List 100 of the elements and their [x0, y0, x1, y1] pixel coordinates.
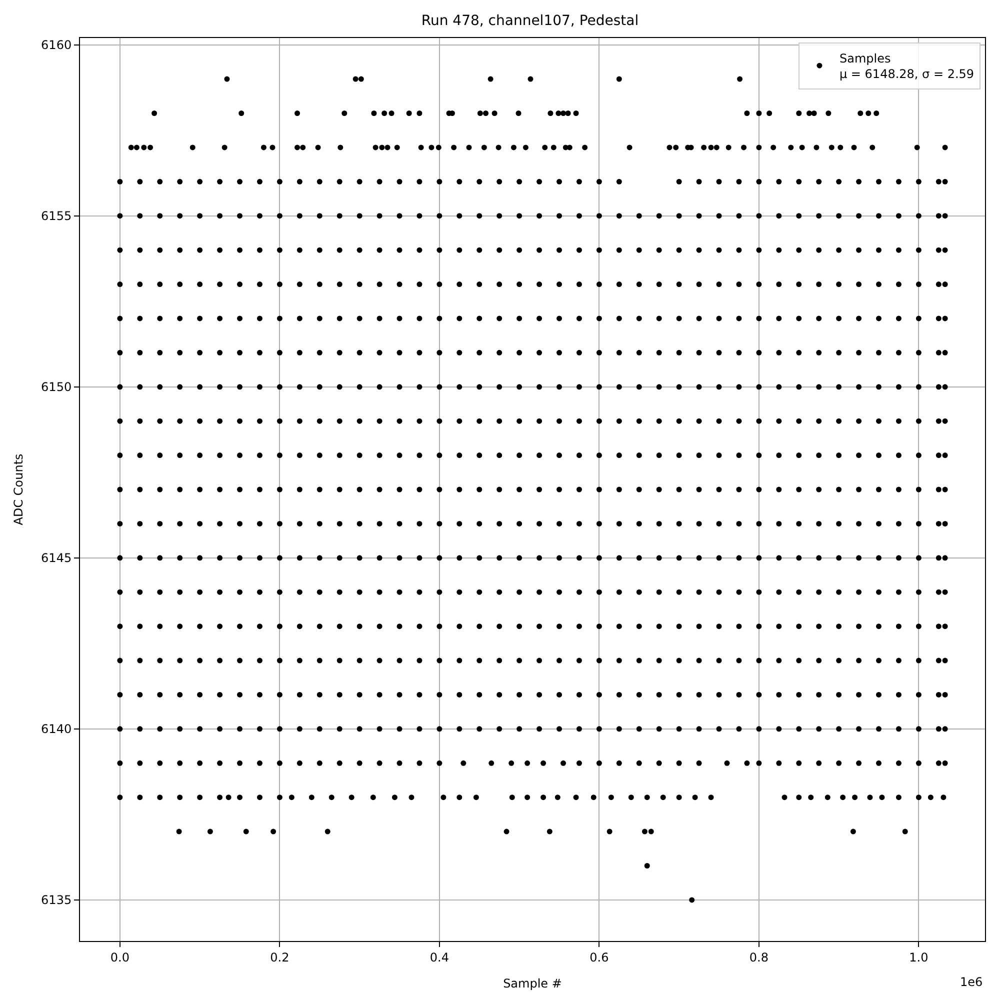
point: [137, 624, 143, 630]
point: [177, 760, 183, 766]
point: [836, 316, 842, 322]
point: [556, 624, 562, 630]
point: [636, 384, 642, 390]
point: [396, 247, 402, 253]
point: [436, 760, 442, 766]
point: [536, 316, 542, 322]
point: [696, 452, 702, 458]
point: [117, 486, 123, 492]
point: [197, 418, 203, 424]
point: [294, 110, 300, 116]
point: [856, 418, 862, 424]
point: [356, 282, 362, 288]
point: [816, 384, 822, 390]
point: [736, 692, 742, 698]
point: [276, 384, 282, 390]
point: [137, 589, 143, 595]
point: [576, 384, 582, 390]
point: [744, 760, 750, 766]
point: [137, 213, 143, 219]
point: [616, 178, 622, 184]
point: [316, 760, 322, 766]
point: [776, 726, 782, 732]
x-axis-title: Sample #: [503, 976, 562, 990]
point: [416, 247, 422, 253]
point: [384, 144, 390, 150]
point: [596, 486, 602, 492]
x-tick-label: 0.2: [270, 950, 290, 964]
point: [406, 110, 412, 116]
point: [556, 178, 562, 184]
point: [117, 452, 123, 458]
point: [416, 316, 422, 322]
point: [736, 316, 742, 322]
point: [816, 350, 822, 356]
point: [492, 110, 498, 116]
point: [576, 658, 582, 664]
point: [157, 418, 163, 424]
point: [496, 178, 502, 184]
point: [496, 144, 502, 150]
point: [336, 213, 342, 219]
point: [796, 624, 802, 630]
point: [256, 760, 262, 766]
point: [456, 282, 462, 288]
point: [576, 520, 582, 526]
point: [736, 520, 742, 526]
point: [836, 350, 842, 356]
point: [137, 658, 143, 664]
point: [137, 178, 143, 184]
point: [916, 760, 922, 766]
point: [856, 178, 862, 184]
point: [696, 213, 702, 219]
point: [315, 144, 321, 150]
point: [352, 76, 358, 82]
point: [590, 794, 596, 800]
point: [217, 520, 223, 526]
point: [296, 589, 302, 595]
point: [356, 213, 362, 219]
point: [596, 760, 602, 766]
point: [296, 178, 302, 184]
point: [316, 692, 322, 698]
point: [376, 624, 382, 630]
point: [137, 760, 143, 766]
point: [137, 350, 143, 356]
point: [190, 144, 196, 150]
point: [916, 520, 922, 526]
point: [356, 384, 362, 390]
point: [256, 555, 262, 561]
x-tick-label: 0.0: [110, 950, 130, 964]
point: [556, 658, 562, 664]
point: [936, 658, 942, 664]
point: [256, 520, 262, 526]
point: [141, 144, 147, 150]
point: [316, 624, 322, 630]
point: [576, 178, 582, 184]
point: [436, 178, 442, 184]
point: [616, 555, 622, 561]
point: [716, 658, 722, 664]
point: [436, 658, 442, 664]
point: [942, 178, 948, 184]
point: [324, 828, 330, 834]
point: [776, 760, 782, 766]
point: [836, 247, 842, 253]
point: [117, 282, 123, 288]
point: [376, 486, 382, 492]
point: [217, 760, 223, 766]
point: [836, 520, 842, 526]
point: [656, 350, 662, 356]
point: [876, 692, 882, 698]
point: [237, 520, 242, 526]
point: [316, 486, 322, 492]
point: [696, 726, 702, 732]
point: [336, 624, 342, 630]
point: [836, 418, 842, 424]
point: [816, 282, 822, 288]
point: [696, 486, 702, 492]
point: [476, 520, 482, 526]
point: [270, 144, 276, 150]
point: [496, 589, 502, 595]
point: [536, 520, 542, 526]
